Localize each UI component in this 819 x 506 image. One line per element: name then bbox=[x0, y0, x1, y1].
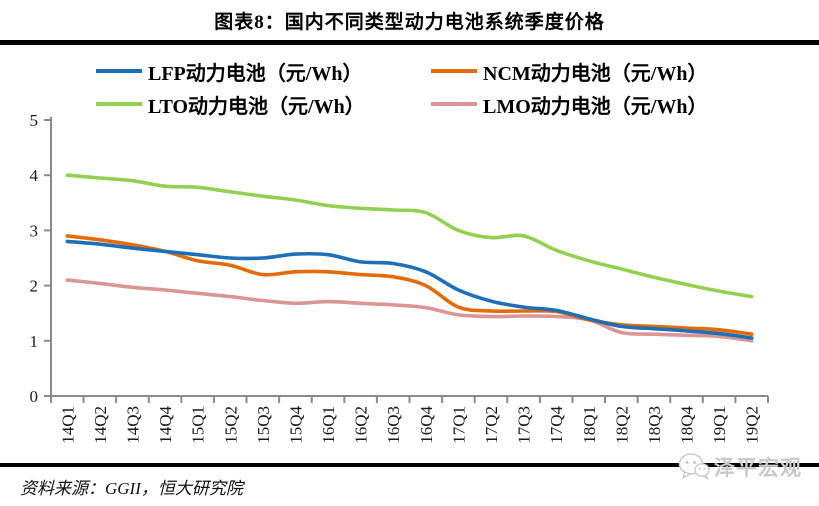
legend-item-lmo: LMO动力电池（元/Wh） bbox=[431, 91, 801, 118]
legend-label-ncm: NCM动力电池（元/Wh） bbox=[483, 62, 708, 85]
y-tick-label: 0 bbox=[30, 387, 39, 406]
x-tick-label: 14Q4 bbox=[156, 406, 175, 444]
legend-item-lto: LTO动力电池（元/Wh） bbox=[96, 91, 431, 118]
y-tick-label: 2 bbox=[30, 277, 39, 296]
y-tick-label: 1 bbox=[30, 332, 39, 351]
x-tick-label: 14Q1 bbox=[58, 406, 77, 444]
x-tick-label: 19Q1 bbox=[710, 406, 729, 444]
top-divider bbox=[0, 40, 819, 45]
ncm-line-swatch bbox=[431, 69, 477, 73]
legend-label-lmo: LMO动力电池（元/Wh） bbox=[483, 95, 708, 118]
x-tick-label: 16Q2 bbox=[352, 406, 371, 444]
lto-line-swatch bbox=[96, 102, 142, 106]
series-line-lmo bbox=[65, 278, 754, 343]
brand-watermark: 泽平宏观 bbox=[678, 449, 813, 485]
x-tick-label: 15Q4 bbox=[286, 406, 305, 444]
legend-item-ncm: NCM动力电池（元/Wh） bbox=[431, 58, 801, 85]
watermark-text: 泽平宏观 bbox=[714, 456, 802, 480]
source-note: 资料来源：GGII，恒大研究院 bbox=[20, 479, 243, 498]
x-tick-label: 17Q4 bbox=[547, 406, 566, 444]
x-tick-label: 15Q3 bbox=[254, 406, 273, 444]
x-tick-label: 18Q4 bbox=[678, 406, 697, 444]
x-tick-label: 17Q3 bbox=[515, 406, 534, 444]
lmo-line-swatch bbox=[431, 102, 477, 106]
x-tick-label: 16Q3 bbox=[384, 406, 403, 444]
lfp-line-swatch bbox=[96, 69, 142, 73]
series-line-ncm bbox=[65, 234, 754, 336]
y-tick-label: 3 bbox=[30, 221, 39, 240]
x-tick-label: 14Q3 bbox=[123, 406, 142, 444]
axes: 0 1 2 3 4 5 14Q1 14Q2 14Q3 14Q4 15Q1 15Q2 15Q3 15Q4 16… bbox=[30, 111, 769, 444]
x-tick-label: 16Q4 bbox=[417, 406, 436, 444]
series-line-lto bbox=[65, 173, 754, 299]
x-tick-label: 18Q2 bbox=[612, 406, 631, 444]
x-tick-label: 19Q2 bbox=[743, 406, 762, 444]
x-tick-label: 17Q1 bbox=[449, 406, 468, 444]
x-tick-label: 15Q1 bbox=[189, 406, 208, 444]
legend-label-lto: LTO动力电池（元/Wh） bbox=[148, 95, 365, 118]
x-tick-label: 16Q1 bbox=[319, 406, 338, 444]
x-tick-label: 18Q3 bbox=[645, 406, 664, 444]
x-tick-label: 14Q2 bbox=[91, 406, 110, 444]
legend-item-lfp: LFP动力电池（元/Wh） bbox=[96, 58, 431, 85]
legend-label-lfp: LFP动力电池（元/Wh） bbox=[148, 62, 363, 85]
x-tick-label: 17Q2 bbox=[482, 406, 501, 444]
y-tick-label: 4 bbox=[30, 166, 39, 185]
wechat-icon bbox=[678, 453, 710, 480]
chart-title: 图表8：国内不同类型动力电池系统季度价格 bbox=[214, 12, 605, 33]
series-line-lfp bbox=[65, 239, 754, 340]
x-tick-label: 18Q1 bbox=[580, 406, 599, 444]
bottom-divider bbox=[0, 463, 819, 467]
chart-legend: LFP动力电池（元/Wh） NCM动力电池（元/Wh） LTO动力电池（元/Wh… bbox=[96, 58, 801, 118]
x-tick-label: 15Q2 bbox=[221, 406, 240, 444]
y-tick-label: 5 bbox=[30, 111, 39, 130]
